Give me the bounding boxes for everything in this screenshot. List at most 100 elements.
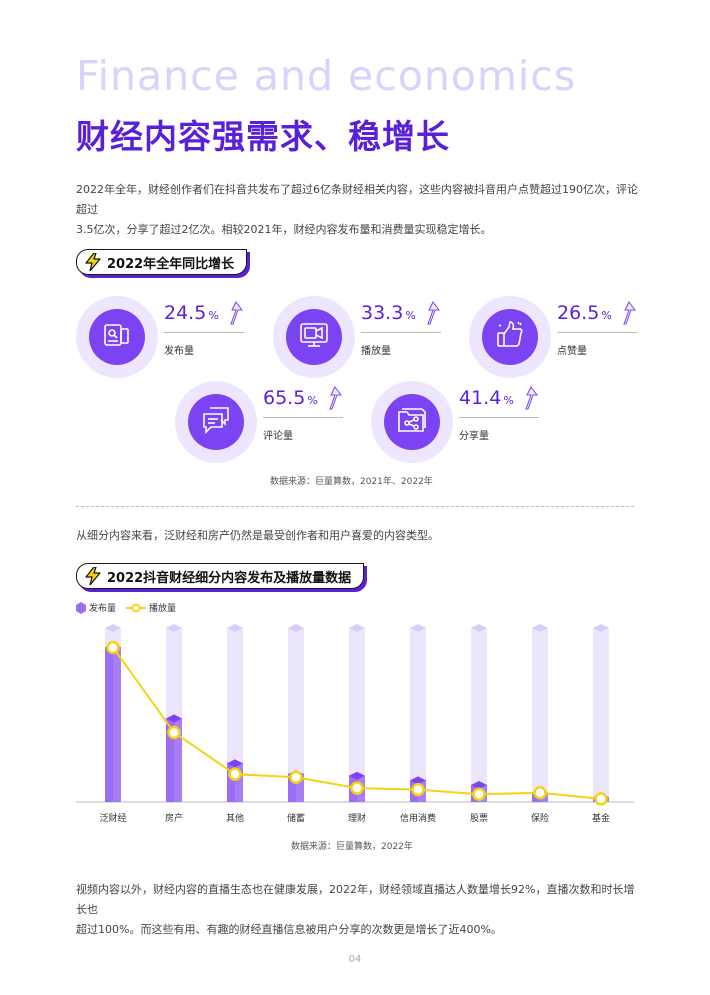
category-label: 房产 [165, 812, 183, 824]
intro-line-2: 3.5亿次，分享了超过2亿次。相较2021年，财经内容发布量和消费量实现稳定增长… [76, 223, 492, 236]
bar-track [532, 628, 548, 802]
bar-publish-shade [296, 774, 304, 802]
section-tag-text: 2022年全年同比增长 [107, 256, 235, 272]
growth-arrow-icon [230, 301, 243, 325]
section-divider [76, 506, 634, 507]
bar-track-cap [288, 624, 304, 632]
category-label: 信用消费 [400, 812, 436, 824]
category-label: 基金 [592, 812, 610, 824]
line-play-point [350, 781, 364, 795]
line-play-point [289, 770, 303, 785]
line-play-point [167, 725, 181, 740]
bar-track [471, 628, 487, 802]
chart-legend: 发布量 播放量 [76, 601, 186, 614]
section-tag-growth: 2022年全年同比增长 [76, 249, 248, 275]
line-play-point [594, 792, 608, 806]
category-label: 储蓄 [287, 812, 305, 824]
stat-unit: % [307, 394, 318, 407]
bar-publish-cap [227, 759, 243, 768]
share-folder-icon [396, 404, 428, 440]
lightning-icon [85, 253, 101, 271]
growth-arrow-icon [623, 301, 636, 325]
category-label: 股票 [470, 813, 488, 824]
stat-label: 评论量 [263, 431, 293, 442]
section-tag-chart: 2022抖音财经细分内容发布及播放量数据 [76, 563, 365, 589]
category-label: 理财 [348, 812, 366, 824]
bar-publish-cap [471, 781, 487, 789]
stat-label: 播放量 [361, 346, 391, 357]
line-play-point [106, 640, 120, 655]
legend-item-publish: 发布量 [76, 601, 116, 614]
stat-unit: % [405, 309, 416, 322]
line-play-point [472, 787, 486, 802]
intro-line-1: 2022年全年，财经创作者们在抖音共发布了超过6亿条财经相关内容，这些内容被抖音… [76, 183, 638, 216]
stat-unit: % [503, 394, 514, 407]
data-source-1: 数据来源：巨量算数，2021年、2022年 [270, 477, 433, 487]
growth-arrow-icon [427, 301, 440, 325]
document-publish-icon [101, 319, 133, 355]
category-label: 泛财经 [99, 812, 126, 824]
stat-label: 发布量 [164, 346, 194, 357]
bar-publish-shade [113, 647, 121, 802]
bar-track [288, 628, 304, 802]
bar-track [227, 628, 243, 802]
bar-track-cap [471, 624, 487, 632]
video-play-icon [298, 319, 330, 355]
stat-value: 65.5 [263, 387, 306, 409]
bar-track [593, 628, 609, 802]
legend-label: 播放量 [149, 604, 177, 614]
stat-value: 33.3 [361, 302, 404, 324]
bar-track [410, 628, 426, 802]
bar-track-cap [166, 624, 182, 632]
stat-play: 33.3% 播放量 [273, 296, 463, 378]
section-tag-text: 2022抖音财经细分内容发布及播放量数据 [107, 570, 352, 586]
thumbs-up-icon [494, 319, 526, 355]
chart-svg: 泛财经 房产 其他 储蓄 理财 信用消费 股票 保险 基金 [76, 624, 634, 824]
category-label: 保险 [531, 812, 549, 824]
stat-comment: 65.5% 评论量 [175, 381, 365, 463]
stat-unit: % [601, 309, 612, 322]
growth-arrow-icon [329, 386, 342, 410]
stat-value: 24.5 [164, 302, 207, 324]
bar-track-cap [410, 624, 426, 632]
stat-value: 41.4 [459, 387, 502, 409]
bar-track-cap [349, 624, 365, 632]
legend-label: 发布量 [89, 604, 117, 614]
bar-publish-shade [235, 763, 243, 802]
data-source-2: 数据来源：巨量算数，2022年 [291, 842, 413, 852]
comment-bubbles-icon [200, 404, 232, 440]
bar-publish-cap [410, 776, 426, 785]
bar-track-cap [593, 624, 609, 632]
legend-line-icon [126, 603, 147, 612]
english-title: Finance and economics [76, 52, 577, 100]
bar-track-cap [227, 624, 243, 632]
line-play-point [228, 767, 242, 781]
stat-label: 分享量 [459, 431, 489, 442]
bar-publish-cap [349, 771, 365, 780]
legend-hexagon-icon [76, 601, 86, 614]
stat-unit: % [208, 309, 219, 322]
section2-intro: 从细分内容来看，泛财经和房产仍然是最受创作者和用户喜爱的内容类型。 [76, 529, 439, 542]
line-play-point [411, 782, 425, 797]
closing-line-1: 视频内容以外，财经内容的直播生态也在健康发展，2022年，财经领域直播达人数量增… [76, 883, 635, 916]
closing-paragraph: 视频内容以外，财经内容的直播生态也在健康发展，2022年，财经领域直播达人数量增… [76, 880, 642, 940]
bar-track-cap [105, 624, 121, 632]
growth-arrow-icon [525, 386, 538, 410]
intro-paragraph: 2022年全年，财经创作者们在抖音共发布了超过6亿条财经相关内容，这些内容被抖音… [76, 180, 642, 240]
bar-publish-shade [174, 718, 182, 802]
legend-item-play: 播放量 [126, 601, 176, 614]
closing-line-2: 超过100%。而这些有用、有趣的财经直播信息被用户分享的次数更是增长了近400%… [76, 923, 502, 936]
category-label: 其他 [226, 812, 244, 824]
stat-label: 点赞量 [557, 346, 587, 357]
stat-publish: 24.5% 发布量 [76, 296, 266, 378]
stat-share: 41.4% 分享量 [371, 381, 561, 463]
line-play-point [533, 785, 547, 800]
bar-track-cap [532, 624, 548, 632]
bar-publish-cap [166, 714, 182, 723]
stat-value: 26.5 [557, 302, 600, 324]
page-title: 财经内容强需求、稳增长 [76, 117, 450, 156]
lightning-icon [85, 567, 101, 585]
page-number: 04 [348, 954, 362, 965]
stat-like: 26.5% 点赞量 [469, 296, 659, 378]
bar-track [349, 628, 365, 802]
